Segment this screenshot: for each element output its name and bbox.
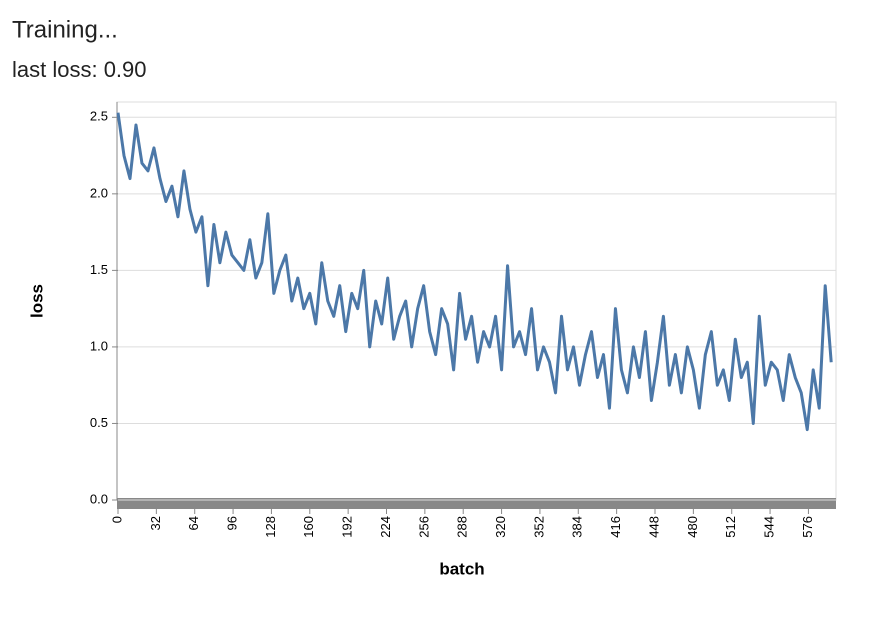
x-tick-label: 544 — [762, 516, 777, 538]
x-tick-label: 512 — [723, 516, 738, 538]
y-tick-label: 1.5 — [90, 262, 108, 277]
x-tick-label: 384 — [570, 516, 585, 538]
axis-band — [117, 498, 836, 509]
status-title: Training... — [12, 16, 118, 43]
x-tick-label: 0 — [109, 516, 124, 523]
x-tick-label: 160 — [301, 516, 316, 538]
y-tick-label: 2.0 — [90, 185, 108, 200]
x-tick-label: 192 — [340, 516, 355, 538]
x-tick-label: 416 — [608, 516, 623, 538]
last-loss: last loss: 0.90 — [12, 57, 147, 82]
y-tick-label: 0.0 — [90, 491, 108, 506]
x-tick-label: 448 — [646, 516, 661, 538]
x-tick-label: 224 — [378, 516, 393, 538]
y-tick-label: 0.5 — [90, 415, 108, 430]
y-tick-label: 1.0 — [90, 338, 108, 353]
x-tick-label: 576 — [800, 516, 815, 538]
x-tick-label: 64 — [186, 516, 201, 530]
y-tick-label: 2.5 — [90, 109, 108, 124]
plot-frame — [116, 101, 837, 501]
y-axis-title: loss — [27, 284, 46, 318]
x-tick-label: 32 — [148, 516, 163, 530]
x-tick-label: 480 — [685, 516, 700, 538]
loss-line — [116, 112, 833, 432]
x-tick-label: 288 — [455, 516, 470, 538]
x-tick-label: 320 — [493, 516, 508, 538]
x-tick-label: 96 — [225, 516, 240, 530]
x-tick-label: 352 — [531, 516, 546, 538]
x-axis-title: batch — [439, 559, 484, 578]
x-tick-label: 128 — [263, 516, 278, 538]
x-tick-label: 256 — [416, 516, 431, 538]
